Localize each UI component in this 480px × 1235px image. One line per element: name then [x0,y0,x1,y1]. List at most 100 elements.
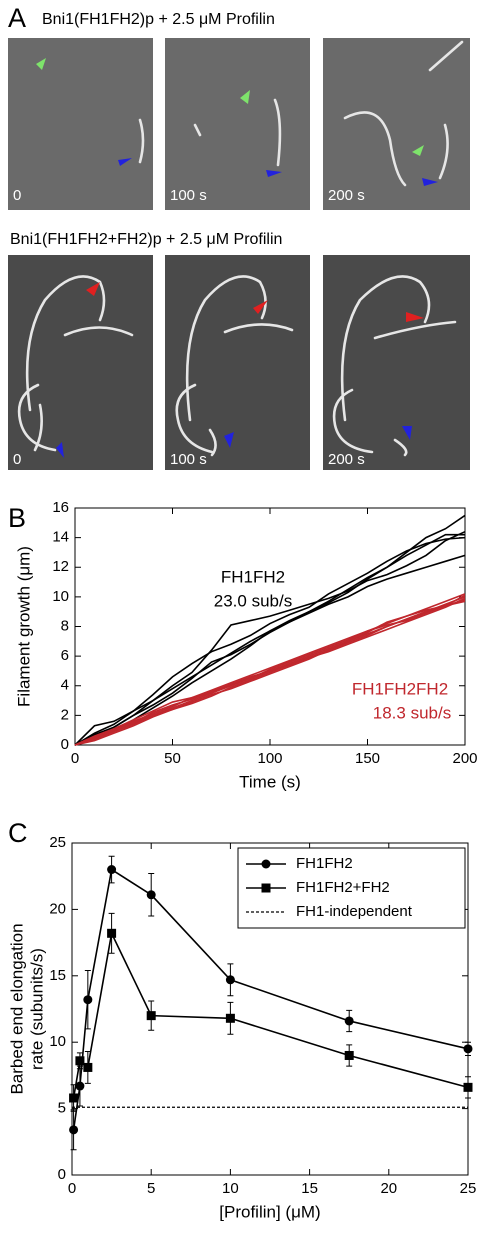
x-tick-label: 5 [147,1180,155,1197]
y-tick-label: 8 [61,617,69,634]
annotation: FH1FH2FH2 [352,679,448,698]
annotation: 18.3 sub/s [373,703,451,722]
annotation: FH1FH2 [221,567,285,586]
marker [83,995,93,1005]
time-label: 200 s [328,187,365,204]
filament [438,123,449,180]
y-tick-label: 16 [52,499,69,516]
filament [273,98,282,167]
arrowhead [402,426,412,440]
y-tick-label: 0 [61,736,69,753]
series-line [74,594,466,746]
arrowhead [412,145,424,156]
time-label: 0 [13,451,21,468]
series-line [74,536,466,746]
y-tick-label: 20 [49,900,66,917]
y-tick-label: 15 [49,967,66,984]
micrograph [8,38,153,210]
y-tick-label: 6 [61,647,69,664]
y-tick-label: 4 [61,677,69,694]
y-axis-label: rate (subunits/s) [27,948,46,1070]
y-tick-label: 12 [52,558,69,575]
series-line [74,554,466,746]
y-tick-label: 10 [49,1033,66,1050]
arrowhead [56,442,64,458]
marker [261,859,271,869]
marker [225,1013,235,1023]
y-tick-label: 0 [58,1166,66,1183]
marker [107,865,117,875]
marker [463,1082,473,1092]
x-axis-label: Time (s) [239,772,301,791]
marker [146,1011,156,1021]
series-line [74,597,466,746]
marker [146,890,156,900]
y-tick-label: 25 [49,834,66,851]
arrowhead [36,58,46,70]
x-tick-label: 0 [68,1180,76,1197]
plot-frame [71,842,469,1176]
arrowhead [118,158,132,166]
marker [344,1016,354,1026]
marker [83,1062,93,1072]
legend-label: FH1FH2+FH2 [296,879,390,896]
x-tick-label: 50 [164,750,181,767]
series-line [74,600,466,746]
micrograph [165,38,310,210]
arrowhead [422,178,438,186]
arrowhead [406,312,424,322]
time-label: 100 s [170,187,207,204]
x-tick-label: 25 [460,1180,477,1197]
arrowhead [253,300,268,314]
legend-label: FH1-independent [296,903,413,920]
row-title: Bni1(FH1FH2)p + 2.5 μM Profilin [42,11,275,28]
y-axis-label: Barbed end elongation [7,923,26,1094]
x-axis-label: [Profilin] (μM) [219,1202,320,1221]
filaments [17,275,457,457]
x-tick-label: 200 [452,750,477,767]
filament [428,40,464,72]
x-tick-label: 20 [380,1180,397,1197]
marker [75,1056,85,1066]
series-line [74,533,465,746]
micrograph [323,38,470,210]
micrograph [323,255,470,470]
x-tick-label: 100 [257,750,282,767]
panel-a: A Bni1(FH1FH2)p + 2.5 μM Profilin Bni1(F… [8,3,470,470]
y-tick-label: 2 [61,706,69,723]
annotation: 23.0 sub/s [214,591,292,610]
time-label: 100 s [170,451,207,468]
filament [193,123,202,137]
micrograph [8,255,153,470]
marker [107,928,117,938]
filament [138,118,145,164]
marker [225,975,235,985]
series-line [72,868,469,1130]
x-tick-label: 0 [71,750,79,767]
time-label: 200 s [328,451,365,468]
series-line [72,930,469,1099]
y-tick-label: 14 [52,529,69,546]
legend-label: FH1FH2 [296,855,353,872]
arrowhead [240,90,250,104]
marker [69,1093,79,1103]
filament [343,111,407,187]
marker [261,883,271,893]
panel-label: C [8,818,28,848]
arrowhead [86,282,100,296]
x-tick-label: 15 [301,1180,318,1197]
series-line [74,530,466,746]
marker [463,1044,473,1054]
time-label: 0 [13,187,21,204]
x-tick-label: 10 [222,1180,239,1197]
row-title: Bni1(FH1FH2+FH2)p + 2.5 μM Profilin [10,231,282,248]
marker [69,1125,79,1135]
panel-label: A [8,3,26,33]
arrowhead [224,432,234,448]
panel-label: B [8,503,26,533]
micrograph [165,255,310,470]
y-tick-label: 5 [58,1100,66,1117]
marker [344,1050,354,1060]
arrowhead [266,170,282,177]
